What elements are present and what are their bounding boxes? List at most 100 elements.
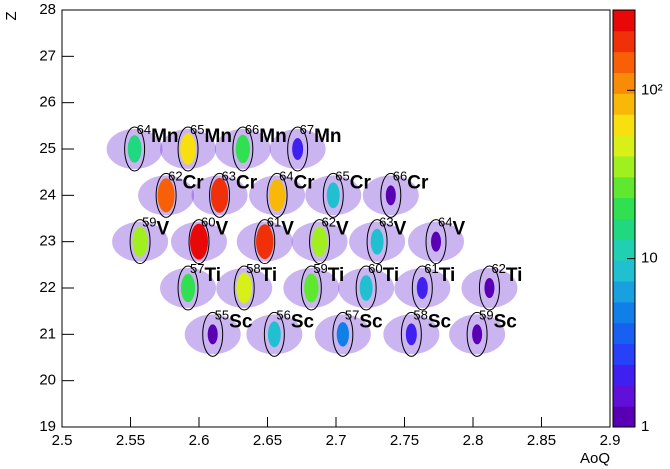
cluster — [292, 138, 304, 160]
cluster — [416, 277, 428, 299]
isotope-mass: 61 — [424, 261, 438, 276]
isotope-element: Sc — [291, 311, 315, 332]
isotope-label: 60V — [201, 215, 228, 240]
isotope-element: Ti — [383, 265, 400, 286]
y-axis-title: Z — [3, 11, 20, 20]
x-tick-label: 2.65 — [253, 432, 282, 449]
isotope-element: V — [336, 219, 349, 240]
cluster-gate — [232, 126, 254, 172]
x-tick-label: 2.9 — [600, 432, 621, 449]
cluster-gate — [366, 219, 388, 265]
cluster — [190, 223, 208, 260]
cluster-gate — [254, 219, 276, 265]
x-tick-label: 2.6 — [189, 432, 210, 449]
cluster — [359, 275, 373, 301]
isotope-mass: 59 — [479, 308, 493, 323]
color-bar-band — [613, 197, 635, 219]
isotope-element: Ti — [328, 265, 345, 286]
cluster — [235, 134, 250, 164]
isotope-label: 61V — [267, 215, 294, 240]
isotope-label: 59Sc — [479, 308, 517, 333]
isotope-mass: 62 — [322, 215, 336, 230]
cluster-gate — [287, 126, 309, 172]
x-tick-label: 2.85 — [527, 432, 556, 449]
isotope-label: 63V — [379, 215, 406, 240]
x-tick-label: 2.7 — [326, 432, 347, 449]
y-tick-label: 22 — [39, 279, 56, 296]
y-tick-label: 20 — [39, 372, 56, 389]
isotope-label: 66Mn — [245, 122, 287, 147]
plot-area — [62, 10, 610, 427]
isotope-mass: 57 — [190, 261, 204, 276]
isotope-element: V — [452, 219, 465, 240]
cluster-gate — [466, 311, 488, 357]
isotope-element: Mn — [151, 126, 178, 147]
cluster-gate — [263, 311, 285, 357]
z-tick-label: 10² — [641, 81, 663, 98]
isotope-element: V — [157, 219, 170, 240]
isotope-label: 62Cr — [168, 169, 204, 194]
isotope-label: 64Mn — [137, 122, 179, 147]
cluster — [210, 177, 229, 213]
y-tick-label: 27 — [39, 47, 56, 64]
isotope-label: 58Sc — [413, 308, 451, 333]
isotope-label: 60Ti — [368, 261, 399, 286]
isotope-mass: 64 — [137, 122, 151, 137]
isotope-element: Mn — [314, 126, 341, 147]
z-tick-label: 1 — [641, 418, 649, 435]
isotope-mass: 60 — [201, 215, 215, 230]
isotope-element: Cr — [407, 172, 429, 193]
isotope-mass: 66 — [245, 122, 259, 137]
isotope-label: 63Cr — [222, 169, 258, 194]
color-bar-band — [613, 176, 635, 199]
cluster-gate — [177, 265, 199, 311]
cluster-gate — [233, 265, 255, 311]
y-tick-label: 19 — [39, 418, 56, 435]
isotope-label: 65Cr — [335, 169, 371, 194]
isotope-mass: 56 — [276, 308, 290, 323]
color-bar-frame — [612, 9, 636, 428]
cluster — [207, 324, 218, 345]
color-bar-band — [613, 301, 635, 324]
cluster — [180, 273, 196, 303]
cluster — [431, 231, 442, 252]
cluster — [180, 133, 196, 165]
color-bar-band — [613, 114, 635, 136]
y-tick-label: 26 — [39, 94, 56, 111]
cluster — [269, 179, 286, 212]
cluster-gate — [380, 172, 402, 218]
color-bar-band — [613, 51, 635, 74]
cluster — [267, 321, 281, 348]
isotope-mass: 64 — [279, 169, 293, 184]
isotope-element: Cr — [236, 172, 258, 193]
x-tick-label: 2.5 — [52, 432, 73, 449]
cluster-gate — [124, 126, 146, 172]
cluster — [336, 322, 349, 347]
cluster — [472, 324, 483, 345]
color-bar-band — [613, 239, 635, 261]
plot-layer — [106, 126, 518, 357]
isotope-label: 57Ti — [190, 261, 221, 286]
color-bar-band — [613, 406, 635, 428]
cluster-gate — [155, 172, 177, 218]
isotope-mass: 55 — [215, 308, 229, 323]
color-bar-band — [613, 72, 635, 94]
cluster-gate — [188, 219, 210, 265]
isotope-mass: 62 — [491, 261, 505, 276]
cluster — [405, 323, 417, 346]
cluster-gate — [202, 311, 224, 357]
color-bar-band — [613, 135, 635, 157]
x-tick-label: 2.75 — [390, 432, 419, 449]
cluster — [127, 135, 142, 163]
cluster — [311, 226, 328, 257]
isotope-label: 65Mn — [190, 122, 232, 147]
cluster-gate — [209, 172, 231, 218]
x-tick-label: 2.55 — [116, 432, 145, 449]
isotope-element: Ti — [439, 265, 456, 286]
cluster-gate — [309, 219, 331, 265]
cluster — [370, 228, 384, 255]
isotope-mass: 65 — [190, 122, 204, 137]
cluster-gate — [478, 265, 500, 311]
y-tick-label: 28 — [39, 1, 56, 18]
